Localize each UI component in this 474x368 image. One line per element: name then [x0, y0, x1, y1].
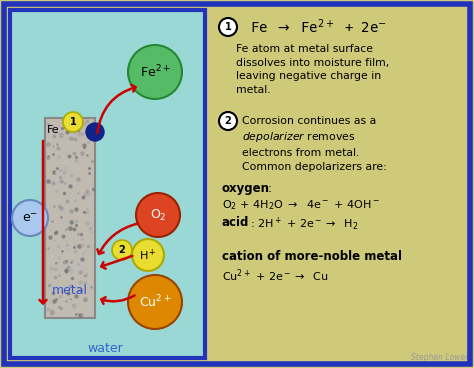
Text: :: :	[387, 250, 391, 263]
Circle shape	[128, 275, 182, 329]
FancyBboxPatch shape	[45, 118, 95, 318]
Text: O$_2$: O$_2$	[150, 208, 166, 223]
Circle shape	[63, 112, 83, 132]
Text: Corrosion continues as a
$\it{depolarizer}$ removes
electrons from metal.
Common: Corrosion continues as a $\it{depolarize…	[242, 116, 387, 172]
Text: : 2H$^+$ + 2e$^-$$\rightarrow$  H$_2$: : 2H$^+$ + 2e$^-$$\rightarrow$ H$_2$	[250, 216, 358, 233]
Text: 2: 2	[225, 116, 231, 126]
Circle shape	[86, 123, 104, 141]
Text: cation of more-noble metal: cation of more-noble metal	[222, 250, 402, 263]
Circle shape	[112, 240, 132, 260]
Text: 2: 2	[118, 245, 126, 255]
Text: 1: 1	[70, 117, 76, 127]
Text: O$_2$ + 4H$_2$O $\rightarrow$  4e$^-$ + 4OH$^-$: O$_2$ + 4H$_2$O $\rightarrow$ 4e$^-$ + 4…	[222, 198, 380, 212]
Text: metal: metal	[52, 283, 88, 297]
Text: acid: acid	[222, 216, 249, 229]
Text: Cu$^{2+}$ + 2e$^-$$\rightarrow$  Cu: Cu$^{2+}$ + 2e$^-$$\rightarrow$ Cu	[222, 267, 328, 284]
Circle shape	[12, 200, 48, 236]
Text: Fe $\rightarrow$ Fe$^{2+}$ + 2e$^{-}$: Fe $\rightarrow$ Fe$^{2+}$ + 2e$^{-}$	[250, 18, 387, 36]
Text: :: :	[268, 182, 272, 195]
Text: H$^+$: H$^+$	[139, 247, 157, 263]
Text: 1: 1	[225, 22, 231, 32]
Text: Fe$^{2+}$: Fe$^{2+}$	[140, 64, 170, 80]
Text: Fe: Fe	[47, 125, 60, 135]
Text: e$^{-}$: e$^{-}$	[22, 212, 38, 224]
Circle shape	[136, 193, 180, 237]
Text: Cu$^{2+}$: Cu$^{2+}$	[139, 294, 171, 310]
Circle shape	[219, 18, 237, 36]
Circle shape	[132, 239, 164, 271]
Text: water: water	[87, 342, 123, 354]
Text: Fe atom at metal surface
dissolves into moisture film,
leaving negative charge i: Fe atom at metal surface dissolves into …	[236, 44, 389, 95]
Text: Stephen Lower: Stephen Lower	[410, 353, 468, 362]
Text: oxygen: oxygen	[222, 182, 270, 195]
FancyBboxPatch shape	[10, 10, 205, 358]
Circle shape	[219, 112, 237, 130]
Circle shape	[128, 45, 182, 99]
